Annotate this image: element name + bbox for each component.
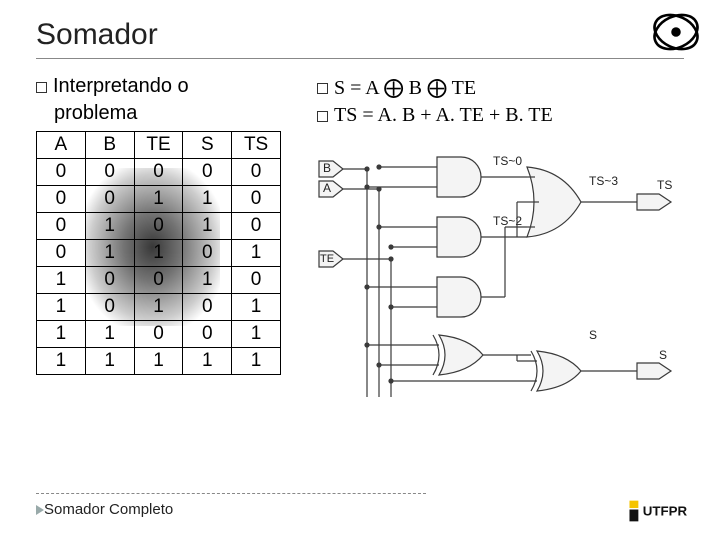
svg-text:S: S — [589, 328, 597, 342]
table-cell: 1 — [37, 348, 86, 375]
left-heading: Interpretando o — [36, 75, 311, 98]
table-cell: 0 — [183, 159, 232, 186]
table-row: 00110 — [37, 186, 281, 213]
table-cell: 1 — [85, 213, 134, 240]
table-cell: 1 — [37, 267, 86, 294]
equation-s-text: S = A ⨁ B ⨁ TE — [334, 75, 476, 100]
table-cell: 0 — [134, 321, 183, 348]
table-cell: 0 — [232, 186, 281, 213]
logic-circuit-diagram: B A TE — [317, 137, 687, 417]
table-cell: 1 — [134, 186, 183, 213]
table-cell: 0 — [183, 240, 232, 267]
left-heading-text-2: problema — [36, 102, 311, 125]
table-cell: 1 — [183, 348, 232, 375]
table-cell: 1 — [183, 213, 232, 240]
utfpr-logo-icon: UTFPR — [628, 496, 702, 526]
table-cell: 1 — [183, 186, 232, 213]
table-cell: 0 — [134, 213, 183, 240]
table-cell: 0 — [134, 159, 183, 186]
table-cell: 1 — [85, 240, 134, 267]
table-cell: 0 — [232, 213, 281, 240]
table-cell: 1 — [232, 321, 281, 348]
table-cell: 0 — [232, 159, 281, 186]
table-row: 11111 — [37, 348, 281, 375]
svg-text:TS~3: TS~3 — [589, 174, 618, 188]
svg-text:B: B — [323, 161, 331, 175]
table-row: 10010 — [37, 267, 281, 294]
equation-ts-text: TS = A. B + A. TE + B. TE — [334, 104, 553, 127]
table-cell: 1 — [134, 240, 183, 267]
bullet-square-icon — [36, 82, 47, 93]
table-cell: 0 — [183, 294, 232, 321]
svg-text:A: A — [323, 181, 331, 195]
page-title: Somador — [36, 18, 684, 52]
table-cell: 1 — [37, 321, 86, 348]
title-divider — [36, 58, 684, 59]
table-cell: 1 — [85, 348, 134, 375]
table-cell: 0 — [85, 159, 134, 186]
table-cell: 0 — [85, 186, 134, 213]
footer-arrow-icon — [36, 505, 44, 515]
bullet-square-icon — [317, 111, 328, 122]
svg-text:TS: TS — [657, 178, 672, 192]
svg-text:TS~2: TS~2 — [493, 214, 522, 228]
table-cell: 1 — [232, 240, 281, 267]
table-cell: 1 — [134, 294, 183, 321]
table-cell: 0 — [37, 240, 86, 267]
table-cell: 0 — [37, 159, 86, 186]
svg-text:UTFPR: UTFPR — [643, 503, 688, 518]
table-header: TS — [232, 132, 281, 159]
table-cell: 0 — [85, 267, 134, 294]
table-cell: 0 — [232, 267, 281, 294]
table-cell: 0 — [85, 294, 134, 321]
table-header: TE — [134, 132, 183, 159]
table-row: 11001 — [37, 321, 281, 348]
table-row: 01010 — [37, 213, 281, 240]
table-header: A — [37, 132, 86, 159]
top-right-logo-icon — [650, 6, 702, 58]
table-row: 00000 — [37, 159, 281, 186]
equation-s: S = A ⨁ B ⨁ TE — [317, 75, 712, 100]
svg-text:TE: TE — [320, 253, 334, 265]
table-cell: 1 — [134, 348, 183, 375]
table-cell: 0 — [37, 213, 86, 240]
truth-table: ABTESTS 00000001100101001101100101010111… — [36, 131, 281, 375]
table-cell: 1 — [37, 294, 86, 321]
svg-text:S: S — [659, 348, 667, 362]
table-header: B — [85, 132, 134, 159]
table-cell: 1 — [232, 294, 281, 321]
table-cell: 0 — [134, 267, 183, 294]
table-cell: 1 — [85, 321, 134, 348]
table-header: S — [183, 132, 232, 159]
table-cell: 1 — [232, 348, 281, 375]
equation-ts: TS = A. B + A. TE + B. TE — [317, 104, 712, 127]
table-row: 01101 — [37, 240, 281, 267]
table-cell: 0 — [37, 186, 86, 213]
table-cell: 0 — [183, 321, 232, 348]
svg-text:TS~0: TS~0 — [493, 154, 522, 168]
table-row: 10101 — [37, 294, 281, 321]
left-heading-text-1: Interpretando o — [53, 75, 189, 98]
table-cell: 1 — [183, 267, 232, 294]
footer-label: Somador Completo — [44, 501, 173, 518]
bullet-square-icon — [317, 83, 328, 94]
footer-divider — [36, 493, 426, 494]
